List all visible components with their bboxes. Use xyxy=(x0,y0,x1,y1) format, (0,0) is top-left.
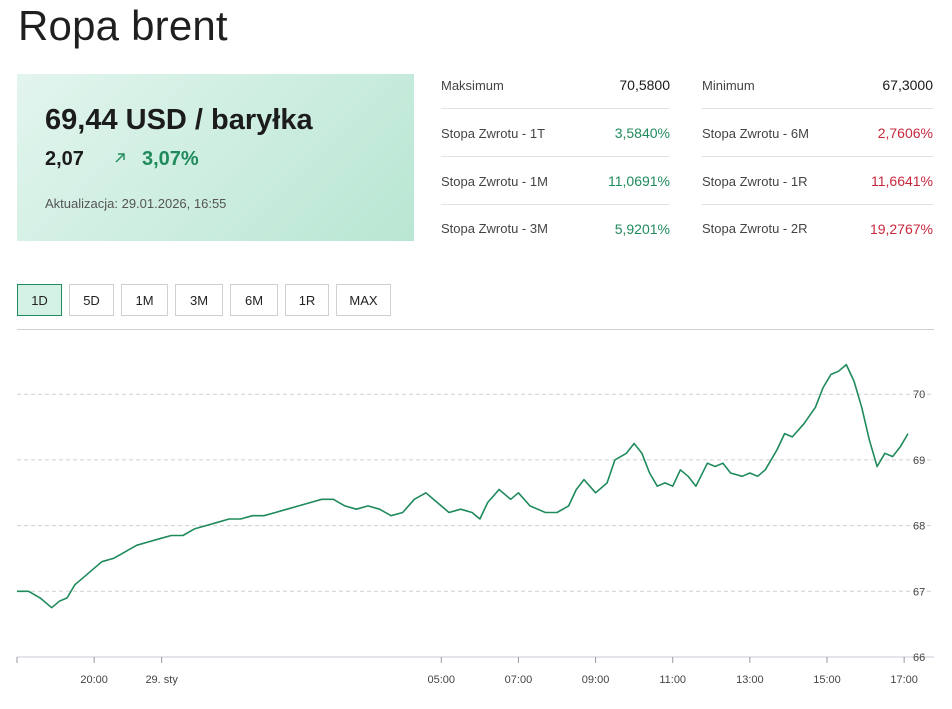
stat-label: Stopa Zwrotu - 1T xyxy=(441,125,546,141)
y-tick-label: 69 xyxy=(913,455,925,467)
update-timestamp: Aktualizacja: 29.01.2026, 16:55 xyxy=(45,196,227,211)
stat-value: 3,5840% xyxy=(614,125,670,141)
y-tick-label: 66 xyxy=(913,652,925,664)
stat-label: Stopa Zwrotu - 3M xyxy=(441,221,548,236)
x-tick-label: 11:00 xyxy=(659,674,686,686)
x-tick-label: 05:00 xyxy=(428,674,456,686)
stat-value: 67,3000 xyxy=(882,77,933,93)
y-tick-label: 70 xyxy=(913,389,925,401)
range-button-3m[interactable]: 3M xyxy=(175,284,223,316)
price-line xyxy=(17,363,909,609)
stat-row: Stopa Zwrotu - 1M 11,0691% xyxy=(441,158,670,205)
price-change: 2,07 xyxy=(45,148,84,170)
stat-value: 19,2767% xyxy=(869,220,933,237)
price-change-percent: 3,07% xyxy=(142,148,199,170)
stat-label: Stopa Zwrotu - 1R xyxy=(702,173,808,189)
range-button-1r[interactable]: 1R xyxy=(285,284,329,316)
page-title: Ropa brent xyxy=(18,2,228,49)
stat-value: 70,5800 xyxy=(619,77,670,93)
range-button-6m[interactable]: 6M xyxy=(230,284,278,316)
stat-label: Minimum xyxy=(702,77,755,93)
range-button-1m[interactable]: 1M xyxy=(121,284,168,316)
stat-label: Maksimum xyxy=(441,77,504,93)
price-card: 69,44 USD / baryłka 2,07 3,07% Aktualiza… xyxy=(17,74,414,241)
stat-value: 11,0691% xyxy=(607,173,670,189)
price-value: 69,44 USD / baryłka xyxy=(45,104,313,136)
x-tick-label: 13:00 xyxy=(736,674,764,686)
x-tick-label: 09:00 xyxy=(582,674,610,686)
stat-value: 2,7606% xyxy=(877,125,933,141)
stat-row: Stopa Zwrotu - 6M 2,7606% xyxy=(702,110,933,157)
stat-row: Stopa Zwrotu - 1R 11,6641% xyxy=(702,158,933,205)
stat-row: Stopa Zwrotu - 1T 3,5840% xyxy=(441,110,670,157)
stat-label: Stopa Zwrotu - 2R xyxy=(702,221,808,236)
stat-label: Stopa Zwrotu - 1M xyxy=(441,173,548,189)
x-tick-label: 15:00 xyxy=(813,674,841,686)
x-tick-label: 17:00 xyxy=(890,674,918,686)
range-button-max[interactable]: MAX xyxy=(336,284,391,316)
x-tick-label: 20:00 xyxy=(80,674,108,686)
chart-grid xyxy=(17,393,934,658)
stat-value: 5,9201% xyxy=(614,220,670,237)
y-axis-ticks: 66 67 68 69 70 xyxy=(913,389,925,664)
stat-row: Stopa Zwrotu - 3M 5,9201% xyxy=(441,205,670,252)
stat-label: Stopa Zwrotu - 6M xyxy=(702,125,809,141)
x-tick-label: 07:00 xyxy=(505,674,533,686)
stat-row: Stopa Zwrotu - 2R 19,2767% xyxy=(702,205,933,252)
stat-value: 11,6641% xyxy=(870,173,933,189)
stat-row: Minimum 67,3000 xyxy=(702,62,933,109)
arrow-up-right-icon xyxy=(115,153,125,163)
stat-row: Maksimum 70,5800 xyxy=(441,62,670,109)
stats-table: Maksimum 70,5800 Stopa Zwrotu - 1T 3,584… xyxy=(0,62,952,252)
y-tick-label: 67 xyxy=(913,586,925,598)
range-selector: 1D 5D 1M 3M 6M 1R MAX xyxy=(17,284,391,316)
range-button-5d[interactable]: 5D xyxy=(69,284,114,316)
x-tick-label: 29. sty xyxy=(145,674,178,686)
range-button-1d[interactable]: 1D xyxy=(17,284,62,316)
chart-top-divider xyxy=(17,329,934,330)
x-axis-ticks: 20:00 29. sty 05:00 07:00 09:00 11:00 13:00 15:… xyxy=(16,657,918,686)
y-tick-label: 68 xyxy=(913,521,925,533)
price-chart[interactable]: 66 67 68 69 70 20:00 29. sty 05:00 07:00 09:00 11… xyxy=(0,329,952,709)
